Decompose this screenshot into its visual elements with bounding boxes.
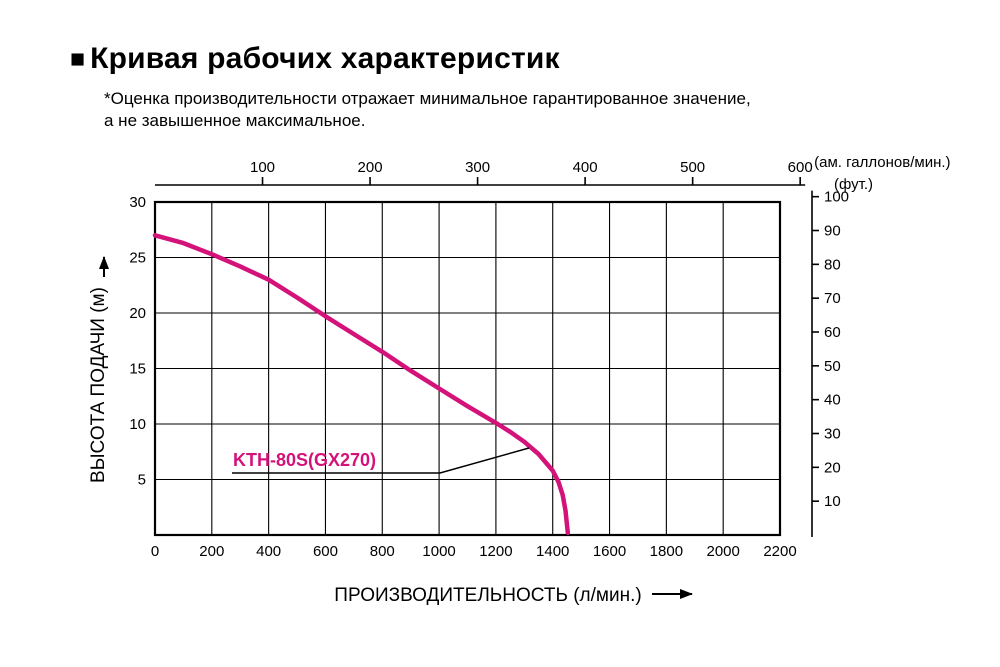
x-tick-label: 2200 (763, 543, 796, 560)
x-tick-label: 600 (313, 543, 338, 560)
y-tick-label: 20 (129, 305, 146, 322)
x-tick-label: 0 (151, 543, 159, 560)
x-tick-label: 1600 (593, 543, 626, 560)
right-axis-unit-label: (фут.) (834, 176, 873, 193)
page-title-row: ■ Кривая рабочих характеристик (70, 42, 980, 76)
page-title: Кривая рабочих характеристик (90, 42, 560, 75)
gallon-tick-label: 300 (465, 159, 490, 176)
x-tick-label: 1200 (479, 543, 512, 560)
performance-chart: 0 200 400 600 800 1000 1200 1400 1600 1800 2000 220… (88, 154, 951, 606)
gallon-tick-label: 200 (358, 159, 383, 176)
x-tick-label: 2000 (706, 543, 739, 560)
model-label: KTH-80S(GX270) (233, 450, 376, 470)
x-tick-label: 200 (199, 543, 224, 560)
gallon-tick-label: 400 (573, 159, 598, 176)
feet-tick-label: 10 (824, 493, 841, 510)
x-tick-label: 1800 (650, 543, 683, 560)
feet-tick-label: 30 (824, 425, 841, 442)
x-tick-label: 800 (370, 543, 395, 560)
grid (155, 201, 780, 535)
chart-note: *Оценка производительности отражает мини… (104, 88, 980, 133)
feet-tick-label: 60 (824, 324, 841, 341)
y-tick-label: 5 (138, 471, 146, 488)
feet-tick-label: 20 (824, 459, 841, 476)
title-bullet-icon: ■ (70, 44, 86, 73)
chart-note-line2: а не завышенное максимальное. (104, 111, 366, 131)
feet-tick-label: 40 (824, 392, 841, 409)
x-axis-title: ПРОИЗВОДИТЕЛЬНОСТЬ (л/мин.) (334, 585, 641, 606)
gallon-tick-label: 100 (250, 159, 275, 176)
y-axis-title: ВЫСОТА ПОДАЧИ (м) (88, 287, 109, 483)
plot-border (153, 200, 782, 536)
gallon-tick-label: 600 (788, 159, 813, 176)
x-tick-label: 400 (256, 543, 281, 560)
chart-note-line1: *Оценка производительности отражает мини… (104, 89, 751, 108)
y-axis-tick-labels: 5 10 15 20 25 30 (129, 194, 146, 489)
feet-tick-label: 100 (824, 189, 849, 206)
x-tick-label: 1400 (536, 543, 569, 560)
right-axis-feet: 10 20 30 40 50 60 70 80 90 100(фут.) (811, 176, 873, 537)
top-axis-unit-label: (ам. галлонов/мин.) (814, 154, 950, 171)
pump-curve (152, 232, 571, 535)
top-axis-gallons: 100 200 300 400 500 600 (ам. галлонов/мин.) (155, 154, 951, 186)
x-axis-tick-labels: 0 200 400 600 800 1000 1200 1400 1600 1800 2000 220… (151, 543, 797, 560)
y-tick-label: 15 (129, 360, 146, 377)
gallon-tick-label: 500 (680, 159, 705, 176)
model-label-leader-line (232, 447, 530, 474)
page: ■ Кривая рабочих характеристик *Оценка п… (70, 42, 980, 606)
x-tick-label: 1000 (422, 543, 455, 560)
y-tick-label: 25 (129, 249, 146, 266)
feet-tick-label: 70 (824, 290, 841, 307)
feet-tick-label: 50 (824, 358, 841, 375)
y-tick-label: 30 (129, 194, 146, 211)
y-tick-label: 10 (129, 416, 146, 433)
feet-tick-label: 90 (824, 222, 841, 239)
feet-tick-label: 80 (824, 256, 841, 273)
